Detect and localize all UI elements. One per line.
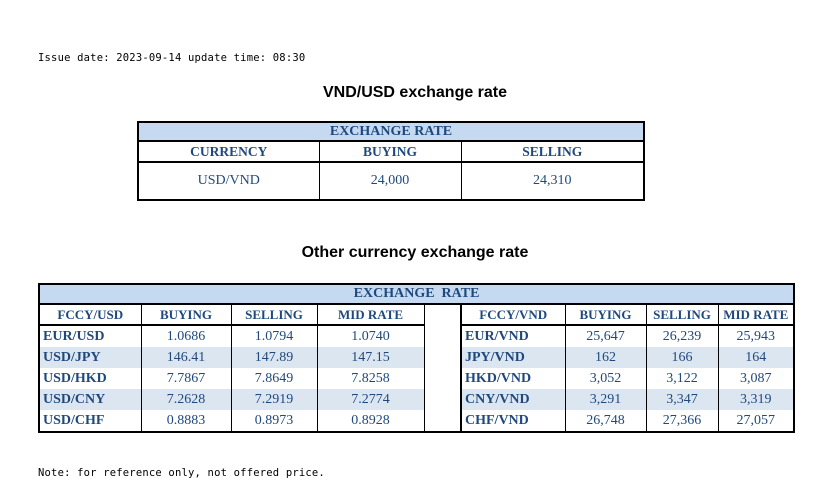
- issue-date-line: Issue date: 2023-09-14 update time: 08:3…: [38, 52, 306, 64]
- header-midrate-left: MID RATE: [316, 304, 425, 326]
- mid-rate: 7.2774: [316, 389, 425, 410]
- selling-rate: 7.8649: [230, 368, 318, 389]
- mid-rate: 3,087: [717, 368, 795, 389]
- note-line: Note: for reference only, not offered pr…: [38, 467, 325, 479]
- header-selling: SELLING: [460, 140, 645, 163]
- buying-rate: 0.8883: [140, 410, 232, 432]
- rate-row-eur: EUR/USD 1.0686 1.0794 1.0740 EUR/VND 25,…: [38, 325, 795, 347]
- other-currency-exchange-table: EXCHANGE RATE FCCY/USD BUYING SELLING MI…: [38, 283, 796, 433]
- selling-rate: 24,310: [460, 161, 645, 201]
- usd-vnd-exchange-table: EXCHANGE RATE CURRENCY BUYING SELLING US…: [137, 121, 645, 201]
- rate-row-hkd: USD/HKD 7.7867 7.8649 7.8258 HKD/VND 3,0…: [38, 368, 795, 389]
- usd-table-band-row: EXCHANGE RATE: [138, 122, 644, 142]
- usd-table-band-label: EXCHANGE RATE: [138, 122, 644, 142]
- pair-label: USD/HKD: [38, 368, 142, 389]
- header-buying-right: BUYING: [564, 304, 647, 326]
- selling-rate: 3,347: [645, 389, 719, 410]
- buying-rate: 3,291: [564, 389, 647, 410]
- pair-label: EUR/USD: [38, 325, 142, 347]
- buying-rate: 146.41: [140, 347, 232, 368]
- header-buying: BUYING: [318, 140, 462, 163]
- buying-rate: 7.7867: [140, 368, 232, 389]
- pair-label: USD/JPY: [38, 347, 142, 368]
- pair-label: CNY/VND: [460, 389, 566, 410]
- header-midrate-right: MID RATE: [717, 304, 795, 326]
- header-selling-left: SELLING: [230, 304, 318, 326]
- pair-label: EUR/VND: [460, 325, 566, 347]
- buying-rate: 26,748: [564, 410, 647, 432]
- header-currency: CURRENCY: [137, 140, 320, 163]
- other-table-band-label: EXCHANGE RATE: [39, 284, 795, 305]
- header-fccy-usd: FCCY/USD: [38, 304, 142, 326]
- pair-label: JPY/VND: [460, 347, 566, 368]
- buying-rate: 24,000: [318, 161, 462, 201]
- mid-rate: 1.0740: [316, 325, 425, 347]
- mid-rate: 3,319: [717, 389, 795, 410]
- selling-rate: 166: [645, 347, 719, 368]
- rate-row-cny: USD/CNY 7.2628 7.2919 7.2774 CNY/VND 3,2…: [38, 389, 795, 410]
- mid-rate: 25,943: [717, 325, 795, 347]
- header-selling-right: SELLING: [645, 304, 719, 326]
- selling-rate: 26,239: [645, 325, 719, 347]
- selling-rate: 147.89: [230, 347, 318, 368]
- mid-rate: 27,057: [717, 410, 795, 432]
- selling-rate: 0.8973: [230, 410, 318, 432]
- selling-rate: 27,366: [645, 410, 719, 432]
- mid-rate: 7.8258: [316, 368, 425, 389]
- other-table-title: Other currency exchange rate: [301, 244, 529, 261]
- usd-table-header-row: CURRENCY BUYING SELLING: [137, 140, 645, 163]
- mid-rate: 0.8928: [316, 410, 425, 432]
- buying-rate: 7.2628: [140, 389, 232, 410]
- buying-rate: 3,052: [564, 368, 647, 389]
- mid-rate: 164: [717, 347, 795, 368]
- rate-row-jpy: USD/JPY 146.41 147.89 147.15 JPY/VND 162…: [38, 347, 795, 368]
- pair-label: USD/VND: [137, 161, 320, 201]
- buying-rate: 1.0686: [140, 325, 232, 347]
- pair-label: USD/CHF: [38, 410, 142, 432]
- header-buying-left: BUYING: [140, 304, 232, 326]
- buying-rate: 25,647: [564, 325, 647, 347]
- other-table-band-row: EXCHANGE RATE: [39, 284, 795, 305]
- table-gap-spacer: [423, 304, 462, 432]
- header-fccy-vnd: FCCY/VND: [460, 304, 566, 326]
- selling-rate: 3,122: [645, 368, 719, 389]
- usd-vnd-row: USD/VND 24,000 24,310: [137, 161, 645, 201]
- usd-table-title: VND/USD exchange rate: [322, 84, 508, 101]
- selling-rate: 7.2919: [230, 389, 318, 410]
- pair-label: CHF/VND: [460, 410, 566, 432]
- selling-rate: 1.0794: [230, 325, 318, 347]
- mid-rate: 147.15: [316, 347, 425, 368]
- buying-rate: 162: [564, 347, 647, 368]
- other-table-header-row: FCCY/USD BUYING SELLING MID RATE FCCY/VN…: [38, 304, 795, 432]
- pair-label: HKD/VND: [460, 368, 566, 389]
- rate-row-chf: USD/CHF 0.8883 0.8973 0.8928 CHF/VND 26,…: [38, 410, 795, 432]
- pair-label: USD/CNY: [38, 389, 142, 410]
